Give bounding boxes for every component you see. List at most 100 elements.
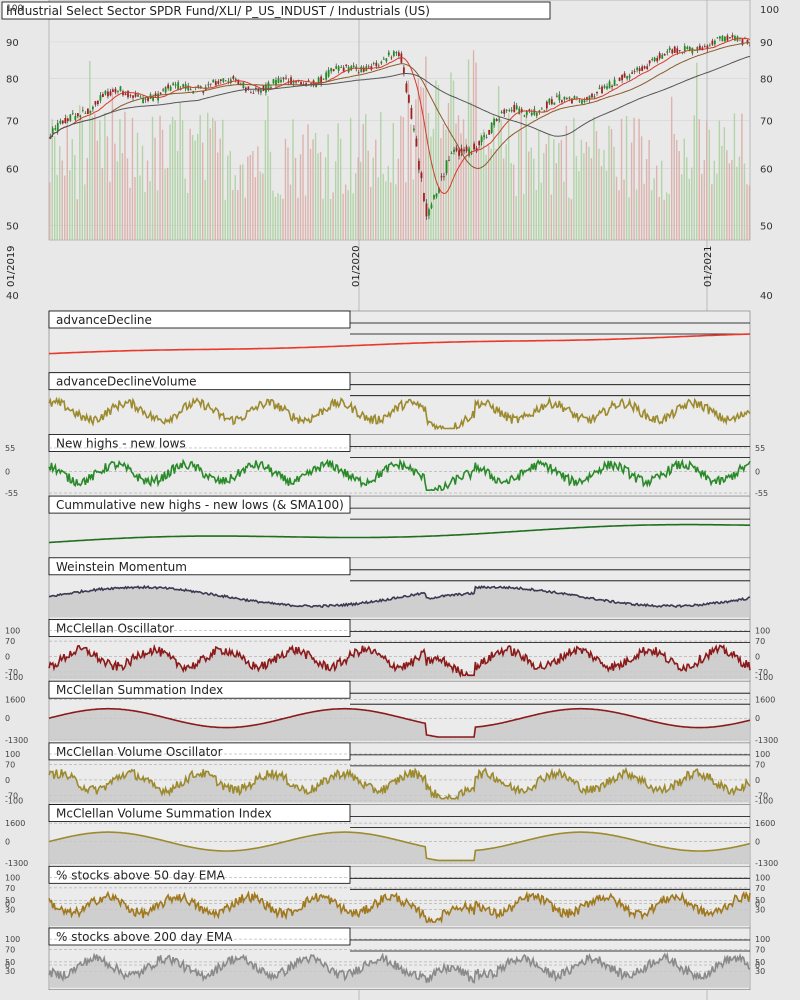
volume-bar <box>264 120 267 240</box>
panel-label-left: 0 <box>5 776 10 785</box>
candle-body <box>395 52 398 54</box>
panel-label-right: 100 <box>755 750 770 759</box>
volume-bar <box>104 113 106 240</box>
panel-label-right: 0 <box>755 776 760 785</box>
candle-body <box>673 46 676 53</box>
volume-bar <box>259 171 262 240</box>
volume-bar <box>362 124 364 240</box>
volume-bar <box>535 190 537 240</box>
panel-label-left: 50 <box>5 896 15 905</box>
panel-label-left: 50 <box>5 958 15 967</box>
candle-body <box>601 86 603 94</box>
candle-body <box>172 83 175 86</box>
volume-bar <box>665 192 668 240</box>
candle-body <box>317 77 320 83</box>
volume-bar <box>638 118 640 240</box>
panel-area <box>49 892 750 926</box>
volume-bar <box>89 60 91 240</box>
tick-right-50: 50 <box>760 221 773 232</box>
panel-label-left: 0 <box>5 714 10 723</box>
candle-body <box>458 150 460 156</box>
volume-bar <box>229 150 231 240</box>
volume-bar <box>359 161 362 240</box>
volume-bar <box>337 123 339 240</box>
volume-bar <box>427 112 430 240</box>
chart-title: Industrial Select Sector SPDR Fund/XLI/ … <box>6 4 430 18</box>
panel-2: New highs - new lows 55 55 0 0 -55 -55 <box>5 433 768 498</box>
volume-bar <box>212 117 214 240</box>
panel-label-right: 100 <box>755 935 770 944</box>
volume-bar <box>610 129 613 240</box>
candle-body <box>81 109 84 111</box>
candle-body <box>270 87 272 89</box>
panel-label-left: -100 <box>5 673 23 682</box>
candle-body <box>598 87 601 90</box>
candle-body <box>540 108 543 110</box>
panel-area <box>49 832 750 865</box>
candle-body <box>387 52 390 56</box>
panel-label-left: 30 <box>5 967 15 976</box>
volume-bar <box>294 157 297 240</box>
candle-body <box>290 77 292 84</box>
volume-bar <box>435 80 437 240</box>
tick-right-70: 70 <box>760 116 773 127</box>
volume-bar <box>184 178 186 240</box>
volume-bar <box>412 179 415 240</box>
candle-body <box>300 81 302 85</box>
candle-body <box>112 89 114 92</box>
volume-bar <box>543 152 545 240</box>
candle-body <box>505 109 508 111</box>
panel-area <box>49 954 750 988</box>
volume-bar <box>342 193 344 240</box>
volume-bar <box>154 137 156 240</box>
volume-bar <box>254 177 257 240</box>
volume-bar <box>96 140 99 240</box>
candle-body <box>97 100 99 105</box>
candle-body <box>488 129 491 135</box>
date-label-2020: 01/2020 <box>351 245 362 287</box>
candle-body <box>525 110 528 116</box>
volume-bar <box>600 166 603 240</box>
panel-label-left: 0 <box>5 467 10 476</box>
volume-bar <box>144 192 146 240</box>
volume-bar <box>390 182 392 240</box>
candle-body <box>397 52 400 56</box>
candle-body <box>345 64 348 67</box>
volume-bar <box>696 62 698 240</box>
volume-bar <box>201 142 204 240</box>
candle-body <box>631 72 634 74</box>
volume-bar <box>718 120 721 240</box>
volume-bar <box>126 158 129 240</box>
volume-bar <box>304 195 307 240</box>
candle-body <box>260 90 262 93</box>
panel-label-left: 0 <box>5 653 10 662</box>
volume-bar <box>114 143 116 240</box>
volume-bar <box>159 115 161 240</box>
volume-bar <box>573 117 575 240</box>
panel-title: advanceDecline <box>56 313 152 327</box>
candle-body <box>66 118 69 122</box>
volume-bar <box>69 170 71 240</box>
candle-body <box>490 122 493 134</box>
candle-body <box>696 46 699 51</box>
panel-10: % stocks above 200 day EMA 100 100 70 70 50 50… <box>5 927 770 991</box>
candle-body <box>633 71 636 72</box>
volume-bar <box>538 131 540 240</box>
volume-bar <box>598 148 600 240</box>
volume-bar <box>277 193 279 240</box>
volume-bar <box>482 129 485 240</box>
volume-bar <box>207 112 209 240</box>
volume-bar <box>194 140 196 240</box>
candle-body <box>708 45 711 47</box>
candle-body <box>272 79 275 84</box>
volume-bar <box>222 119 224 240</box>
volume-bar <box>91 116 94 240</box>
candle-body <box>568 97 571 99</box>
candle-body <box>545 101 548 109</box>
panel-title: Weinstein Momentum <box>56 560 187 574</box>
candle-body <box>533 109 536 115</box>
candle-body <box>448 159 450 161</box>
panel-label-right: 50 <box>755 958 765 967</box>
volume-bar <box>307 124 309 240</box>
candle-body <box>578 100 581 102</box>
